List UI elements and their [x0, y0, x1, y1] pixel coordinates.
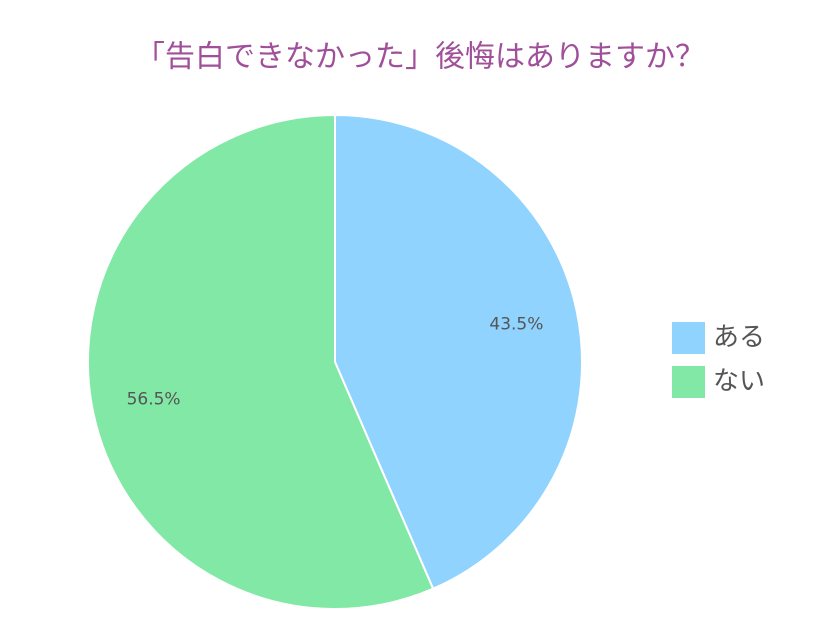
pie-slice — [334, 113, 583, 591]
legend-swatch — [672, 322, 705, 354]
legend-swatch — [672, 366, 705, 398]
chart-title: 「告白できなかった」後悔はありますか？ — [135, 40, 705, 75]
value-label: 43.5% — [489, 314, 543, 334]
legend-label: ない — [713, 367, 765, 397]
value-label: 56.5% — [127, 390, 181, 410]
pie-slice — [87, 113, 435, 610]
legend-label: ある — [713, 323, 765, 353]
